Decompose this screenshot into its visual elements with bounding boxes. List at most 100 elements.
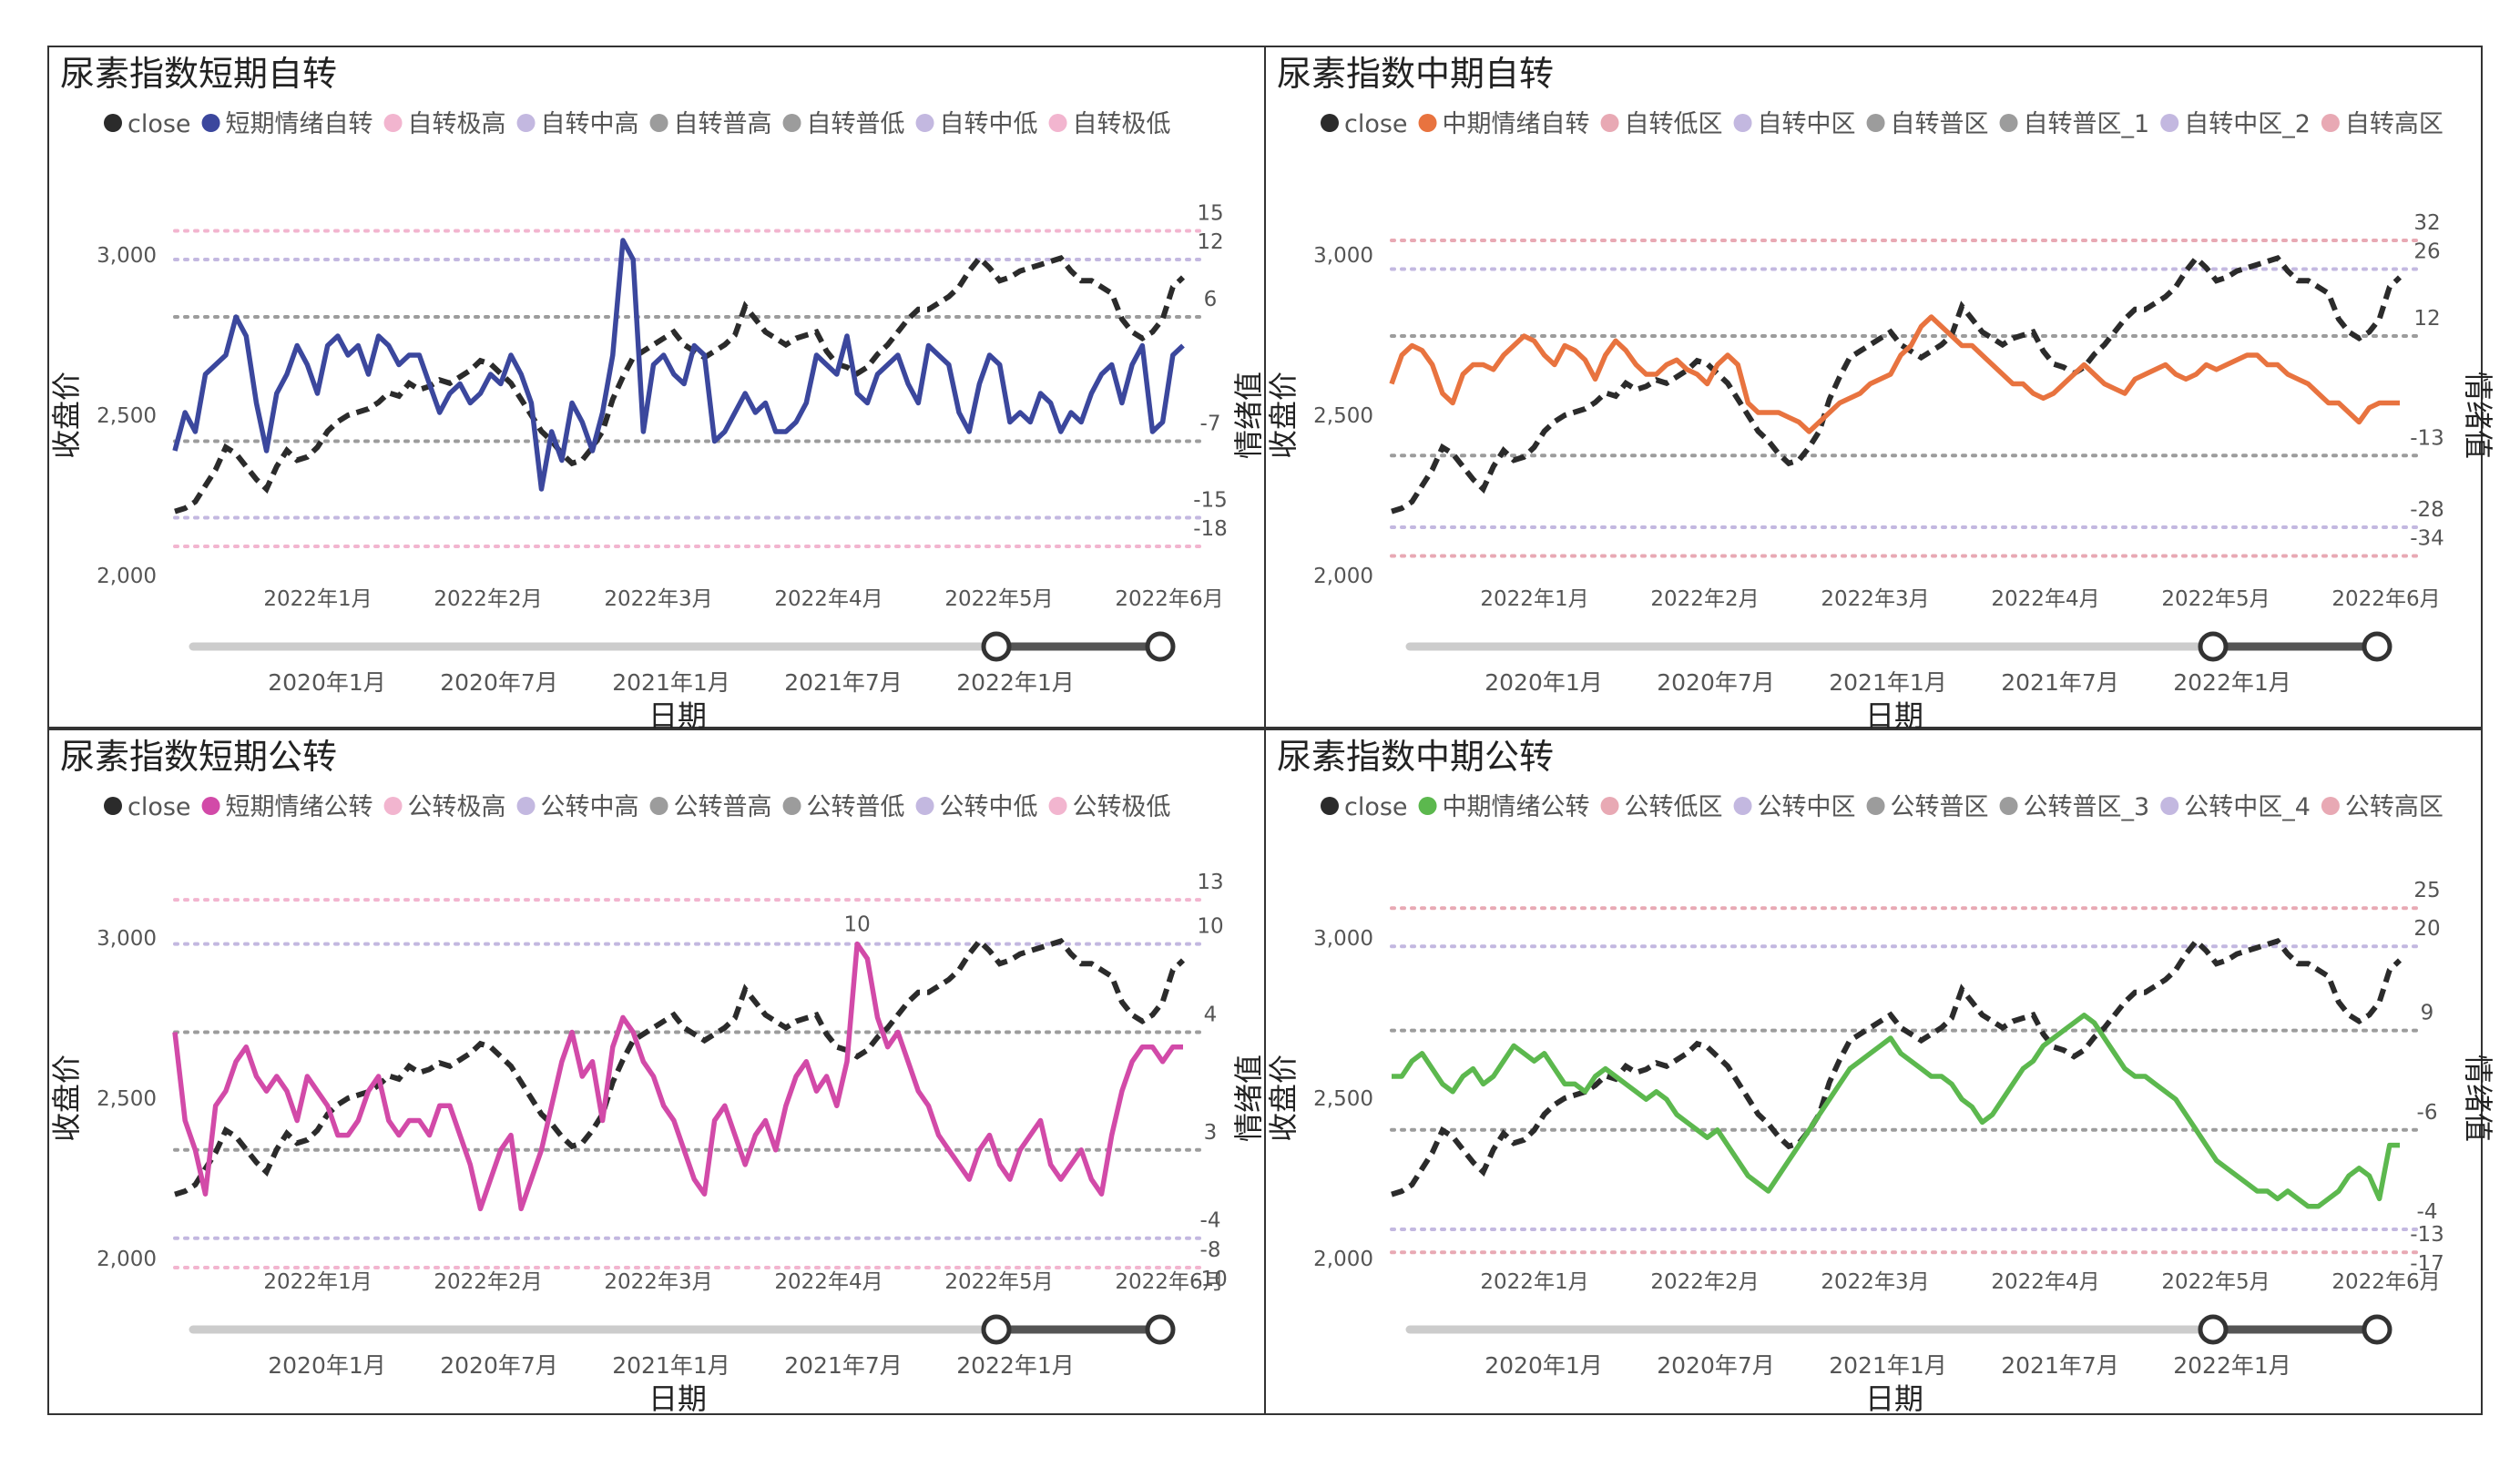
threshold-label: -4 xyxy=(1200,1209,1221,1233)
legend-marker[interactable] xyxy=(1733,114,1752,132)
legend-label[interactable]: 中期情绪自转 xyxy=(1443,110,1590,138)
legend-label[interactable]: close xyxy=(128,110,191,138)
threshold-label: -7 xyxy=(1200,413,1221,436)
legend-label[interactable]: 自转普区 xyxy=(1891,110,1989,138)
legend-label[interactable]: 自转低区 xyxy=(1625,110,1723,138)
legend-label[interactable]: 自转中区_2 xyxy=(2184,110,2311,138)
x-tick-label: 2022年5月 xyxy=(2161,587,2270,611)
legend-label[interactable]: 公转极高 xyxy=(408,793,506,821)
legend-label[interactable]: 自转普高 xyxy=(674,110,772,138)
legend-label[interactable]: 自转极低 xyxy=(1073,110,1171,138)
legend-label[interactable]: 公转低区 xyxy=(1625,793,1723,821)
slider-tick-label: 2022年1月 xyxy=(956,1352,1075,1379)
x-tick-label: 2022年6月 xyxy=(1115,1270,1223,1294)
y-tick-label: 2,000 xyxy=(1313,1248,1373,1271)
range-slider-end-handle[interactable] xyxy=(1145,631,1176,662)
legend-label[interactable]: 公转中区_4 xyxy=(2184,793,2311,821)
legend-marker[interactable] xyxy=(516,797,536,815)
close-series-line[interactable] xyxy=(174,937,1186,1197)
legend-label[interactable]: 自转中低 xyxy=(940,110,1038,138)
legend-marker[interactable] xyxy=(1048,797,1067,815)
legend-label[interactable]: 自转中高 xyxy=(541,110,639,138)
y-tick-label: 2,000 xyxy=(97,565,157,588)
legend-label[interactable]: 中期情绪公转 xyxy=(1443,793,1590,821)
legend-marker[interactable] xyxy=(2321,114,2340,132)
close-series-line[interactable] xyxy=(1391,937,2403,1197)
legend-marker[interactable] xyxy=(1321,797,1339,815)
sentiment-series-line[interactable] xyxy=(1392,1013,2400,1209)
legend-label[interactable]: 短期情绪自转 xyxy=(226,110,373,138)
range-slider-start-handle[interactable] xyxy=(981,631,1012,662)
range-slider-start-handle[interactable] xyxy=(981,1314,1012,1345)
y-tick-label: 2,500 xyxy=(1313,1087,1373,1111)
legend-label[interactable]: 短期情绪公转 xyxy=(226,793,373,821)
legend-marker[interactable] xyxy=(782,114,801,132)
y-axis-title: 收盘价 xyxy=(49,1055,84,1142)
legend-marker[interactable] xyxy=(104,114,122,132)
legend-marker[interactable] xyxy=(2160,114,2179,132)
threshold-label: -18 xyxy=(1193,517,1228,541)
x-tick-label: 2022年4月 xyxy=(774,1270,883,1294)
legend-marker[interactable] xyxy=(201,114,220,132)
legend-marker[interactable] xyxy=(649,797,668,815)
y2-axis-title: 情绪值 xyxy=(1231,1055,1266,1142)
legend-label[interactable]: 公转高区 xyxy=(2345,793,2443,821)
legend-marker[interactable] xyxy=(1866,114,1885,132)
chart-panel-mid-self: 尿素指数中期自转 close 中期情绪自转 自转低区 自转中区 自转普区 自转普区_1 自转中… xyxy=(1264,46,2495,733)
range-slider-start-handle[interactable] xyxy=(2198,1314,2229,1345)
threshold-label: -17 xyxy=(2410,1252,2444,1276)
legend-marker[interactable] xyxy=(2321,797,2340,815)
slider-tick-label: 2022年1月 xyxy=(2173,669,2291,696)
slider-tick-label: 2021年1月 xyxy=(612,1352,730,1379)
legend-marker[interactable] xyxy=(1600,797,1619,815)
chart-panel-short-self: 尿素指数短期自转 close 短期情绪自转 自转极高 自转中高 自转普高 自转普低 自转中低 自… xyxy=(47,46,1266,733)
legend-marker[interactable] xyxy=(201,797,220,815)
legend-marker[interactable] xyxy=(1418,114,1437,132)
sentiment-series-line[interactable] xyxy=(1389,314,2400,434)
legend-label[interactable]: close xyxy=(1344,793,1408,821)
legend-marker[interactable] xyxy=(649,114,668,132)
close-series-line[interactable] xyxy=(1391,254,2403,515)
legend-label[interactable]: 自转中区 xyxy=(1758,110,1856,138)
legend-marker[interactable] xyxy=(782,797,801,815)
legend-label[interactable]: 公转普区 xyxy=(1891,793,1989,821)
legend-marker[interactable] xyxy=(383,114,403,132)
legend-marker[interactable] xyxy=(1733,797,1752,815)
legend-marker[interactable] xyxy=(1999,114,2018,132)
legend-label[interactable]: 自转普低 xyxy=(807,110,905,138)
legend-marker[interactable] xyxy=(2160,797,2179,815)
legend-label[interactable]: 公转中区 xyxy=(1758,793,1856,821)
legend-marker[interactable] xyxy=(1866,797,1885,815)
legend-label[interactable]: 公转中低 xyxy=(940,793,1038,821)
legend-marker[interactable] xyxy=(915,114,934,132)
legend-label[interactable]: 自转普区_1 xyxy=(2024,110,2150,138)
threshold-label: 9 xyxy=(2421,1002,2434,1025)
close-series-line[interactable] xyxy=(174,254,1186,515)
legend-marker[interactable] xyxy=(383,797,403,815)
range-slider-end-handle[interactable] xyxy=(1145,1314,1176,1345)
range-slider-end-handle[interactable] xyxy=(2362,1314,2392,1345)
legend-label[interactable]: 公转普低 xyxy=(807,793,905,821)
legend-marker[interactable] xyxy=(1999,797,2018,815)
legend-marker[interactable] xyxy=(1048,114,1067,132)
slider-tick-label: 2020年7月 xyxy=(440,669,558,696)
legend-label[interactable]: 公转普高 xyxy=(674,793,772,821)
legend-marker[interactable] xyxy=(104,797,122,815)
legend-label[interactable]: close xyxy=(128,793,191,821)
legend-marker[interactable] xyxy=(915,797,934,815)
legend-marker[interactable] xyxy=(1600,114,1619,132)
legend-label[interactable]: 公转极低 xyxy=(1073,793,1171,821)
sentiment-series-line[interactable] xyxy=(172,238,1185,492)
legend-marker[interactable] xyxy=(1321,114,1339,132)
legend-label[interactable]: close xyxy=(1344,110,1408,138)
legend-label[interactable]: 公转普区_3 xyxy=(2024,793,2150,821)
range-slider-end-handle[interactable] xyxy=(2362,631,2392,662)
legend-marker[interactable] xyxy=(1418,797,1437,815)
x-tick-label: 2022年6月 xyxy=(2331,587,2440,611)
legend-label[interactable]: 自转高区 xyxy=(2345,110,2443,138)
legend-label[interactable]: 自转极高 xyxy=(408,110,506,138)
legend-label[interactable]: 公转中高 xyxy=(541,793,639,821)
sentiment-series-line[interactable] xyxy=(172,941,1183,1212)
legend-marker[interactable] xyxy=(516,114,536,132)
range-slider-start-handle[interactable] xyxy=(2198,631,2229,662)
